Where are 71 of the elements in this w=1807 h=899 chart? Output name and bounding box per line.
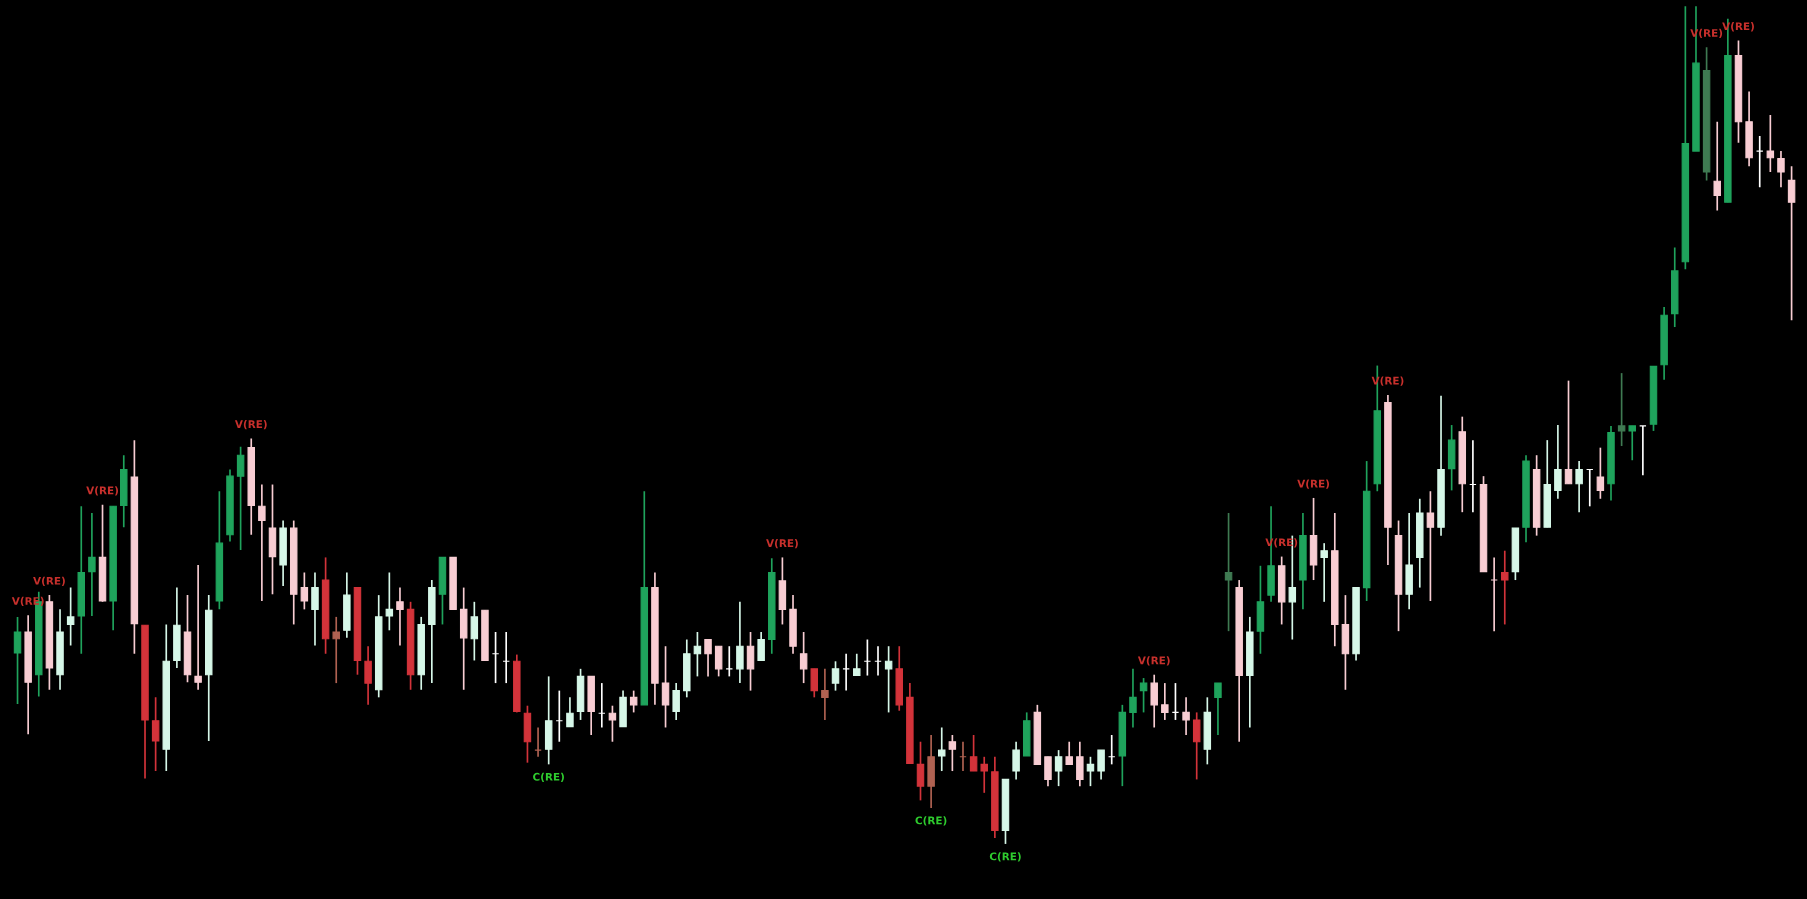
candlestick bbox=[1777, 150, 1785, 188]
candlestick bbox=[1426, 490, 1435, 602]
candlestick bbox=[948, 734, 957, 772]
candlestick bbox=[980, 755, 988, 794]
candlestick bbox=[1086, 755, 1095, 787]
candlestick bbox=[714, 645, 723, 678]
annotation: C(RE) bbox=[915, 816, 947, 826]
annotation: V(RE) bbox=[234, 420, 267, 430]
candlestick bbox=[1012, 740, 1020, 781]
candlestick bbox=[1575, 460, 1583, 514]
candlestick bbox=[1564, 379, 1573, 485]
candlestick bbox=[629, 689, 638, 714]
candlestick bbox=[938, 726, 946, 772]
candlestick bbox=[364, 645, 372, 706]
candlestick bbox=[1054, 749, 1063, 787]
annotation: V(RE) bbox=[1137, 656, 1170, 666]
candlestick bbox=[1596, 446, 1605, 500]
candlestick bbox=[1150, 673, 1158, 729]
candlestick bbox=[1224, 512, 1233, 632]
candlestick bbox=[608, 704, 617, 743]
candlestick bbox=[757, 631, 765, 662]
candlestick bbox=[332, 616, 340, 684]
candlestick bbox=[194, 564, 202, 691]
candlestick bbox=[566, 696, 574, 728]
candlestick bbox=[1044, 755, 1052, 787]
candlestick bbox=[258, 483, 266, 602]
candlestick bbox=[1713, 120, 1721, 212]
annotation: C(RE) bbox=[533, 772, 564, 782]
candlestick bbox=[1554, 424, 1562, 500]
candlestick bbox=[300, 571, 309, 611]
candlestick bbox=[736, 600, 744, 684]
annotation: C(RE) bbox=[989, 852, 1021, 862]
candlestick bbox=[799, 631, 808, 684]
candlestick bbox=[13, 616, 22, 705]
candlestick bbox=[1787, 165, 1796, 322]
candlestick bbox=[672, 682, 680, 721]
candlestick bbox=[1076, 740, 1084, 787]
candlestick bbox=[66, 586, 75, 647]
annotation: V(RE) bbox=[33, 576, 65, 586]
candlestick bbox=[916, 740, 925, 802]
candlestick bbox=[1192, 711, 1201, 781]
candlestick bbox=[385, 571, 394, 632]
candlestick bbox=[853, 652, 861, 677]
candlestick bbox=[1617, 372, 1626, 447]
candlestick bbox=[88, 512, 96, 617]
candlestick bbox=[810, 668, 819, 699]
annotation: V(RE) bbox=[86, 486, 118, 496]
annotation: V(RE) bbox=[1297, 479, 1330, 489]
candlestick bbox=[661, 645, 670, 729]
candlestick bbox=[1097, 749, 1105, 781]
candlestick bbox=[1501, 549, 1509, 626]
candlestick bbox=[470, 600, 479, 662]
candlestick bbox=[704, 638, 712, 678]
candlestick bbox=[1139, 677, 1148, 714]
candlestick bbox=[1065, 740, 1073, 766]
candlestick bbox=[236, 445, 245, 551]
candlestick bbox=[311, 571, 319, 647]
candlestick bbox=[831, 660, 840, 692]
candlestick bbox=[969, 734, 978, 772]
candlestick bbox=[1129, 668, 1137, 729]
candlestick bbox=[151, 696, 160, 772]
candlestick bbox=[1628, 425, 1636, 462]
candlestick bbox=[1766, 114, 1775, 173]
candlestick bbox=[1214, 682, 1222, 736]
candlestick bbox=[746, 631, 755, 692]
annotation: V(RE) bbox=[766, 539, 798, 549]
candlestick bbox=[821, 668, 829, 721]
candlestick bbox=[1161, 682, 1169, 721]
candlestick bbox=[1182, 696, 1190, 736]
candlestick bbox=[1320, 542, 1328, 603]
candlestick bbox=[396, 586, 404, 647]
